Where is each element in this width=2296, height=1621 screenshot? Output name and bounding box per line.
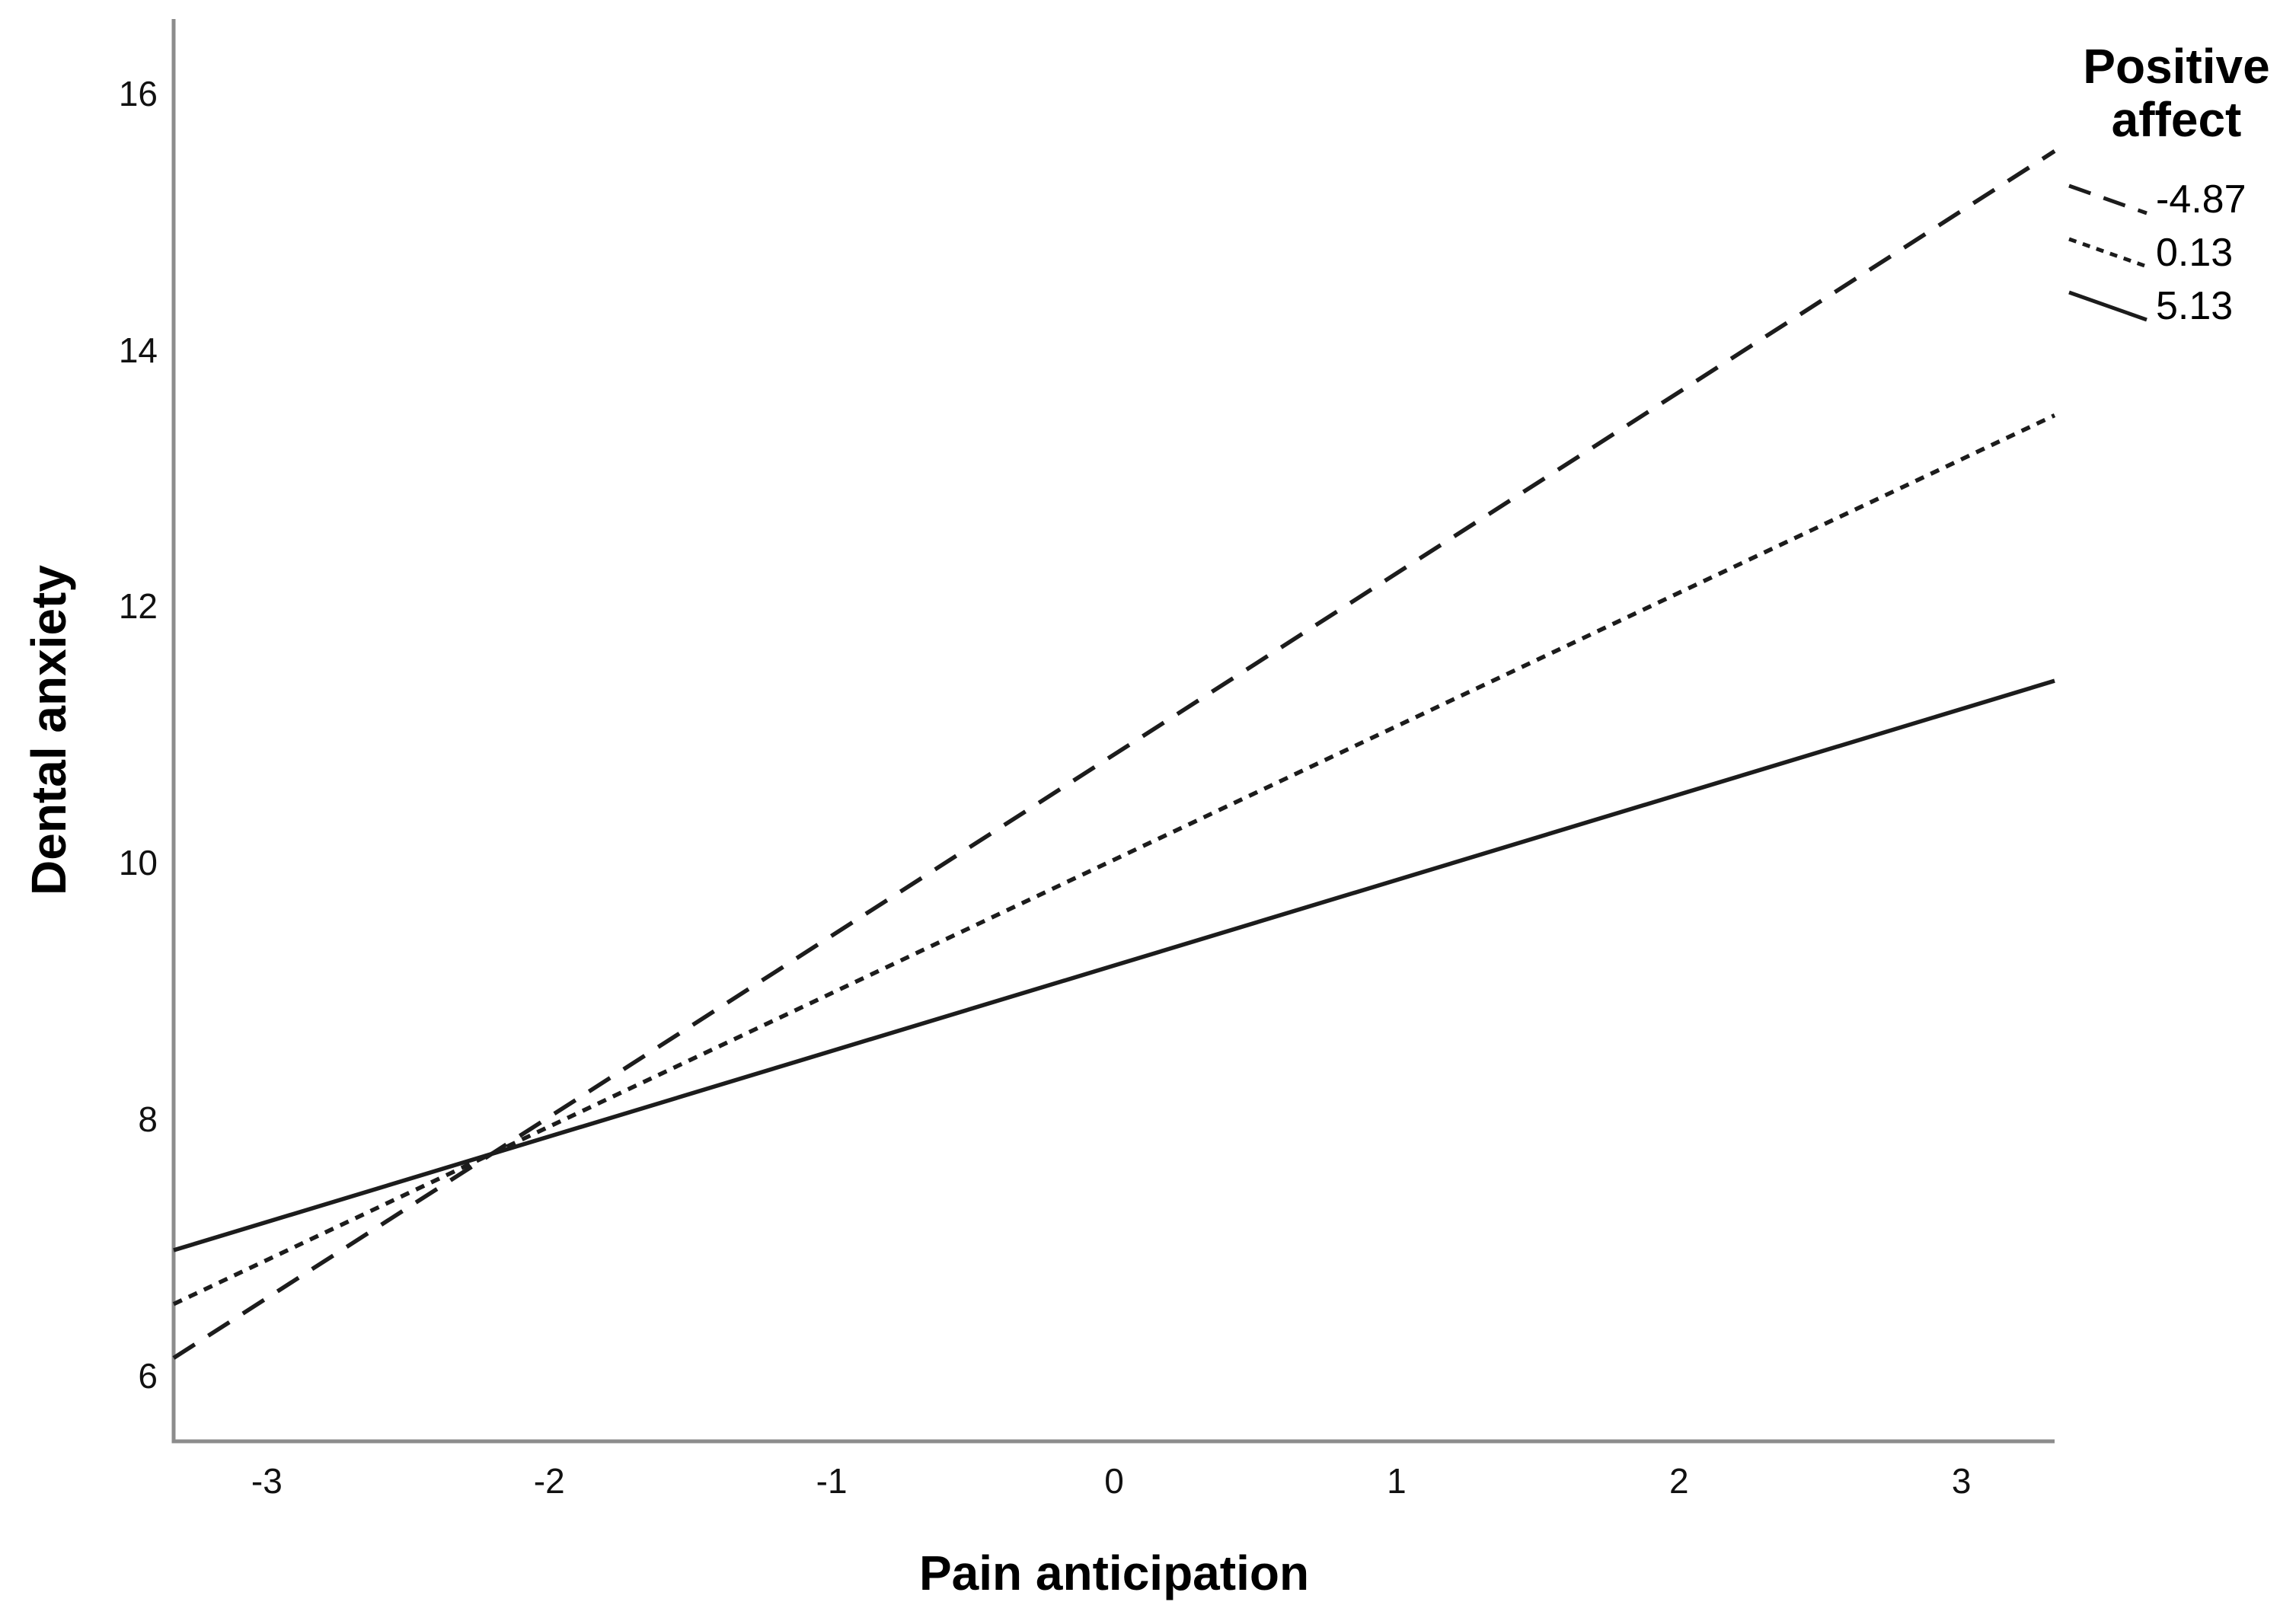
legend-item-label: -4.87 bbox=[2156, 177, 2247, 222]
axis-lines bbox=[171, 19, 2055, 1444]
x-tick-label: -3 bbox=[251, 1461, 283, 1501]
y-tick-label: 14 bbox=[118, 330, 158, 370]
y-tick-label: 6 bbox=[138, 1356, 158, 1396]
legend-line-sample-icon bbox=[2068, 237, 2148, 269]
y-tick-label: 10 bbox=[118, 843, 158, 883]
legend-item: 0.13 bbox=[2066, 231, 2287, 274]
series-line-0.13 bbox=[172, 413, 2056, 1307]
legend-item: -4.87 bbox=[2066, 178, 2287, 221]
x-tick-label: 0 bbox=[1104, 1461, 1124, 1501]
legend-line-sample-icon bbox=[2068, 183, 2148, 215]
y-axis-title: Dental anxiety bbox=[21, 565, 76, 895]
y-tick-label: 16 bbox=[118, 73, 158, 113]
legend-line-sample-icon bbox=[2068, 290, 2148, 322]
legend-title: Positive affect bbox=[2083, 39, 2270, 147]
legend-item: 5.13 bbox=[2066, 285, 2287, 327]
y-tick-label: 12 bbox=[118, 586, 158, 627]
legend-items: -4.87 0.13 5.13 bbox=[2066, 178, 2287, 327]
series-line--4.87 bbox=[172, 149, 2056, 1360]
x-tick-label: -1 bbox=[816, 1461, 848, 1501]
y-tick-label: 8 bbox=[138, 1099, 158, 1140]
series-line-5.13 bbox=[173, 678, 2055, 1252]
legend-item-label: 0.13 bbox=[2156, 231, 2234, 275]
x-tick-label: -2 bbox=[533, 1461, 565, 1501]
x-tick-label: 2 bbox=[1669, 1461, 1689, 1501]
legend: Positive affect -4.87 0.13 5.13 bbox=[2066, 40, 2287, 338]
x-tick-label: 3 bbox=[1951, 1461, 1972, 1501]
legend-item-label: 5.13 bbox=[2156, 284, 2234, 328]
x-tick-label: 1 bbox=[1387, 1461, 1407, 1501]
x-axis-title: Pain anticipation bbox=[918, 1546, 1310, 1600]
